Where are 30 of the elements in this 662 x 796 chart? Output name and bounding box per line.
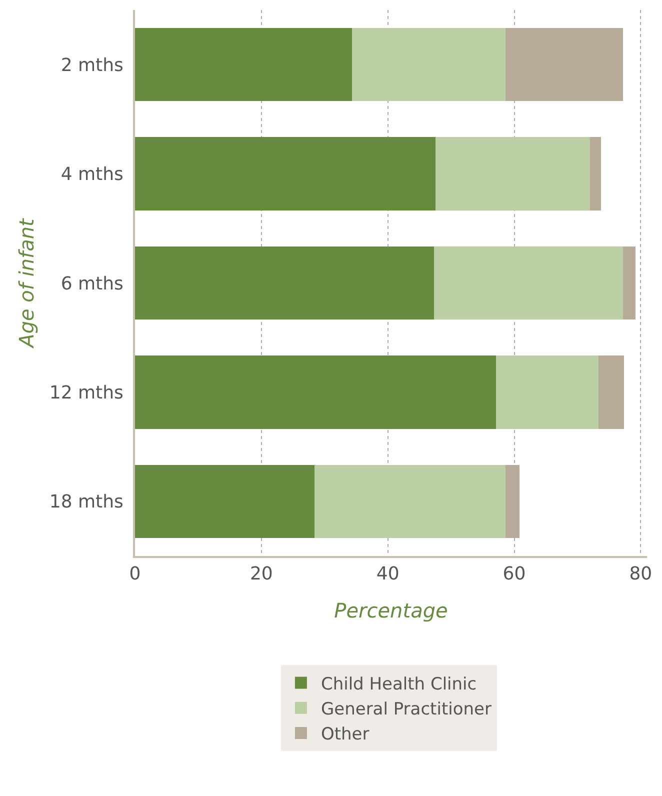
bar <box>622 246 636 320</box>
bar <box>314 464 506 538</box>
bar <box>352 28 506 102</box>
legend-label: General Practitioner <box>320 699 492 720</box>
y-tick-label: 6 mths <box>60 273 124 294</box>
bar <box>135 246 434 320</box>
y-tick-label: 12 mths <box>49 382 124 404</box>
y-tick-label: 18 mths <box>49 492 124 513</box>
x-tick-label: 40 <box>376 564 400 585</box>
bar <box>590 137 601 210</box>
bar <box>135 28 352 102</box>
bar <box>496 356 598 429</box>
x-axis-title: Percentage <box>334 598 448 623</box>
y-tick-label: 4 mths <box>60 164 124 186</box>
x-tick-label: 80 <box>629 564 652 585</box>
y-tick-label: 2 mths <box>60 54 124 76</box>
bar <box>434 246 623 320</box>
bar <box>135 356 496 429</box>
legend-label: Child Health Clinic <box>320 674 477 694</box>
bar <box>135 464 315 538</box>
legend-label: Other <box>320 724 370 745</box>
x-tick-label: 60 <box>502 564 526 585</box>
bar <box>505 28 623 102</box>
y-axis-title: Age of infant <box>14 217 38 350</box>
x-tick-label: 20 <box>250 564 273 585</box>
x-tick-label: 0 <box>129 564 141 585</box>
bar <box>505 464 520 538</box>
bar <box>135 137 436 210</box>
bar <box>435 137 590 210</box>
bar <box>598 356 624 429</box>
